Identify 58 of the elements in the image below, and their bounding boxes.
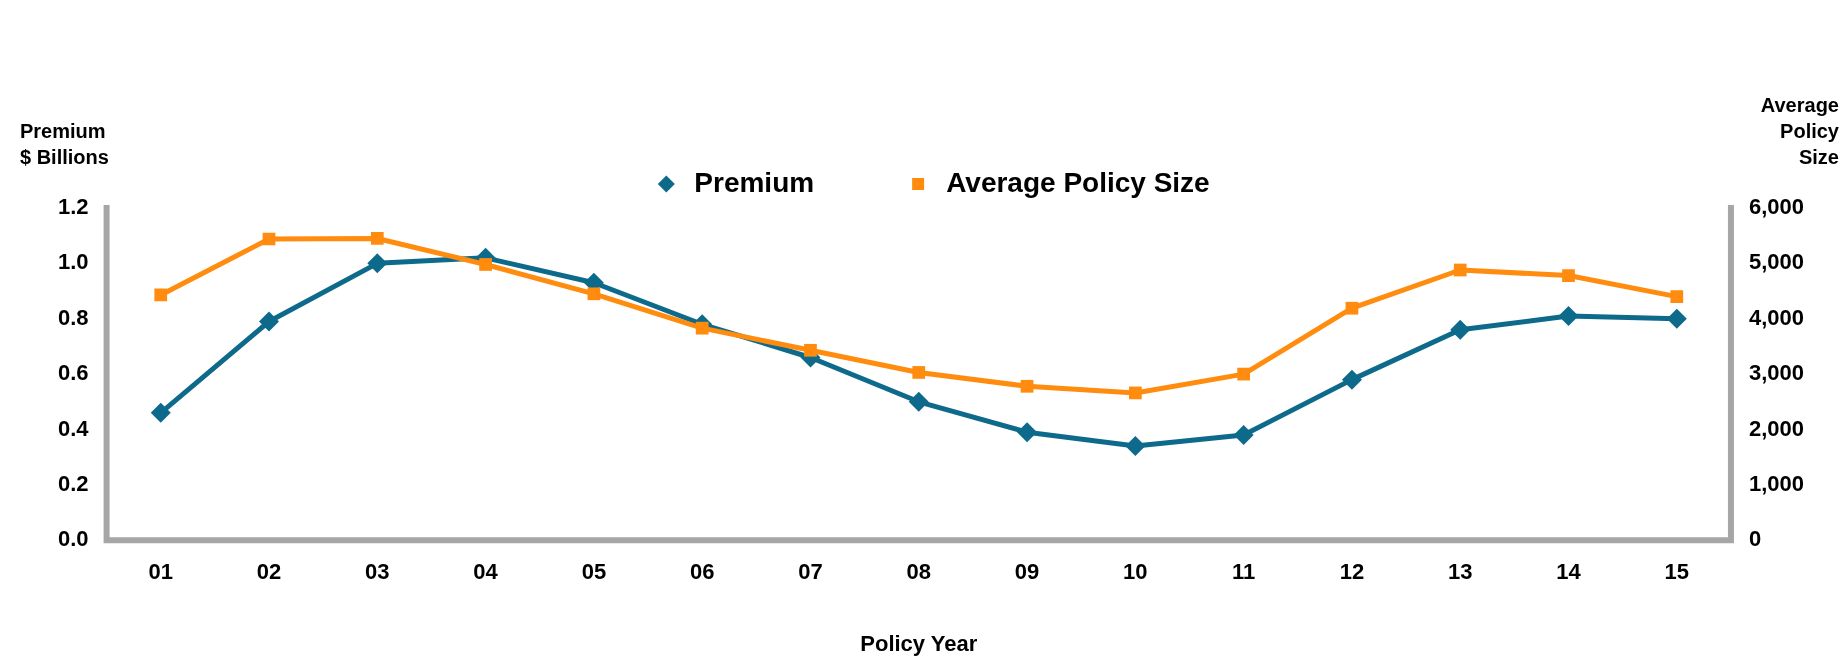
point	[1128, 386, 1142, 400]
y-tick-label: 1.0	[57, 249, 89, 275]
point	[1450, 319, 1471, 340]
y2-tick-label: 3,000	[1748, 360, 1805, 386]
point	[587, 287, 601, 301]
point	[1020, 379, 1034, 393]
x-tick-label: 08	[906, 559, 932, 585]
point	[1233, 425, 1254, 445]
y2-tick-label: 4,000	[1748, 304, 1805, 330]
x-tick-label: 04	[473, 559, 499, 585]
x-tick-label: 10	[1123, 559, 1148, 585]
point	[1345, 301, 1359, 315]
x-tick-label: 09	[1014, 559, 1040, 585]
x-axis-title: Policy Year	[860, 630, 978, 656]
y2-tick-label: 1,000	[1748, 470, 1805, 496]
point	[150, 402, 171, 423]
y-tick-label: 1.2	[57, 194, 89, 220]
point	[154, 288, 168, 302]
x-tick-label: 15	[1664, 559, 1690, 585]
point	[1666, 308, 1687, 329]
y-axis-title: Premium $ Billions	[20, 119, 110, 170]
x-tick-label: 14	[1556, 559, 1582, 585]
y-tick-label: 0.6	[57, 360, 89, 386]
x-tick-label: 06	[689, 559, 715, 585]
y-tick-label: 0.8	[57, 304, 89, 330]
x-tick-label: 01	[148, 559, 173, 585]
y-tick-label: 0.2	[57, 470, 89, 496]
x-tick-label: 03	[365, 559, 390, 585]
point	[912, 366, 926, 379]
point	[908, 391, 929, 412]
point	[367, 253, 388, 274]
legend-label: Premium	[694, 166, 815, 198]
x-tick-label: 13	[1447, 559, 1473, 585]
point	[1237, 367, 1250, 381]
point	[1341, 369, 1362, 390]
x-tick-label: 11	[1232, 559, 1256, 585]
point	[370, 232, 384, 245]
point	[1453, 263, 1467, 277]
y2-tick-label: 2,000	[1748, 415, 1805, 441]
point	[1670, 290, 1684, 303]
x-tick-label: 12	[1339, 559, 1365, 585]
y2-tick-label: 5,000	[1748, 249, 1805, 275]
x-tick-label: 05	[581, 559, 607, 585]
y-tick-label: 0.4	[57, 415, 90, 441]
x-tick-label: 02	[256, 559, 282, 585]
point	[1562, 269, 1575, 282]
x-tick-label: 07	[798, 559, 823, 585]
legend-label: Average Policy Size	[946, 166, 1210, 198]
y2-tick-label: 6,000	[1748, 194, 1805, 220]
point	[259, 311, 280, 332]
point	[804, 343, 817, 357]
y2-axis-title: Average Policy Size	[1759, 93, 1839, 170]
point	[1125, 436, 1146, 457]
point	[1017, 422, 1038, 443]
y2-tick-label: 0	[1748, 526, 1762, 552]
point	[1558, 305, 1579, 326]
y-tick-label: 0.0	[57, 526, 89, 552]
point	[479, 258, 492, 271]
